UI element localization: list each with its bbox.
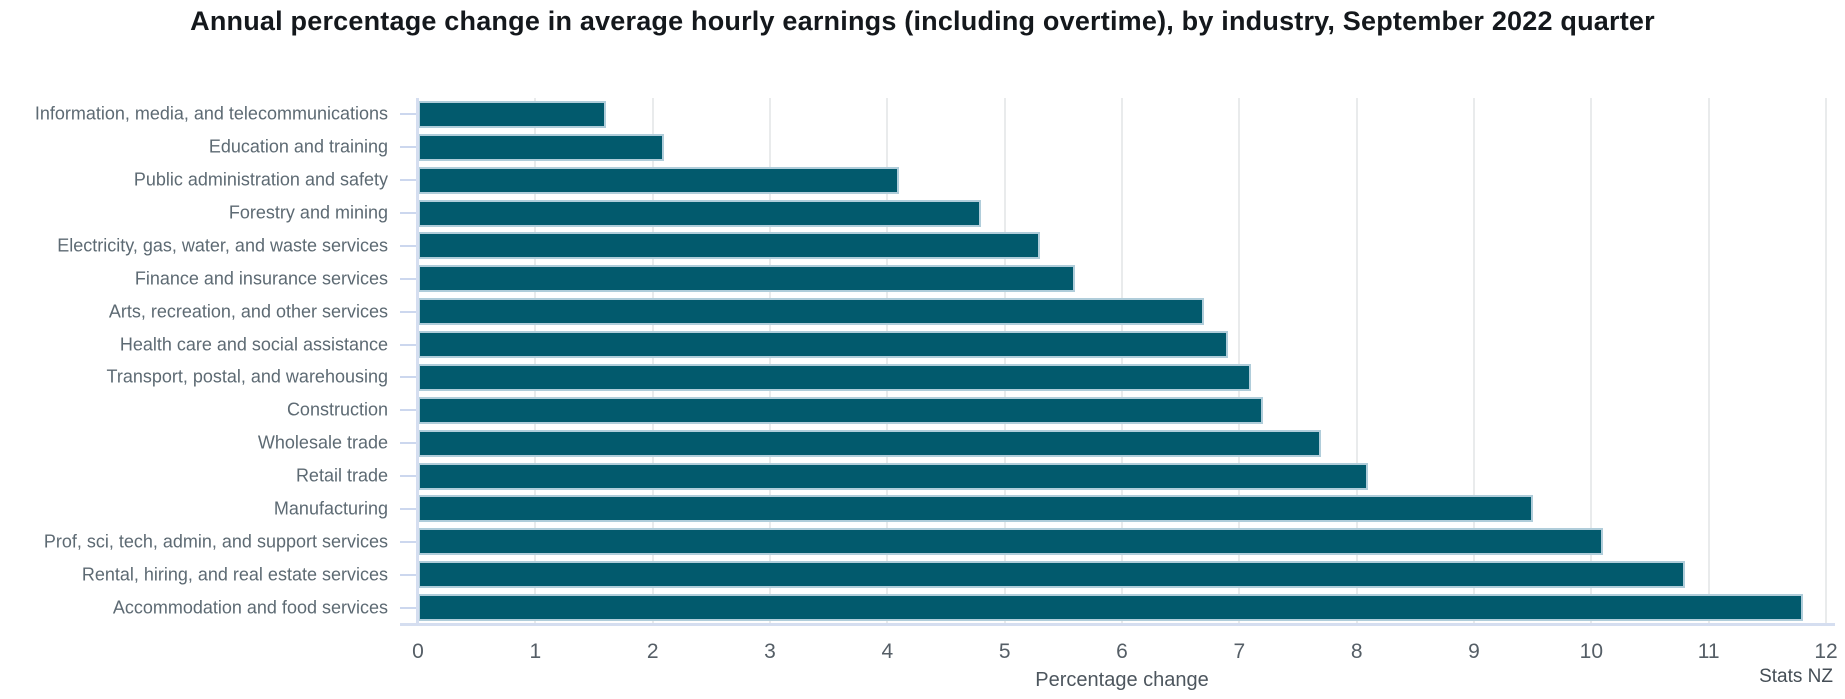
x-tick-label: 7 xyxy=(1233,640,1246,663)
category-label: Prof, sci, tech, admin, and support serv… xyxy=(43,531,388,552)
bar xyxy=(418,265,1076,293)
category-label: Rental, hiring, and real estate services xyxy=(81,564,388,585)
bar xyxy=(418,594,1803,622)
bar xyxy=(418,462,1369,490)
x-tick-label: 4 xyxy=(881,640,894,663)
bar xyxy=(418,429,1322,457)
gridline xyxy=(769,98,771,624)
category-axis: Information, media, and telecommunicatio… xyxy=(0,98,388,624)
x-axis-title: Percentage change xyxy=(1035,669,1209,691)
bar xyxy=(418,528,1604,556)
gridline xyxy=(651,98,654,624)
gridline xyxy=(886,98,889,624)
bar xyxy=(418,166,900,194)
x-tick-label: 10 xyxy=(1579,640,1604,663)
category-label: Information, media, and telecommunicatio… xyxy=(34,103,388,124)
category-label: Arts, recreation, and other services xyxy=(108,301,388,322)
bar xyxy=(418,495,1533,523)
category-tick xyxy=(400,540,417,543)
category-tick xyxy=(400,244,417,247)
category-tick xyxy=(400,475,417,478)
gridline xyxy=(1121,98,1123,624)
category-label: Forestry and mining xyxy=(228,202,388,223)
category-label: Construction xyxy=(286,399,388,420)
gridline xyxy=(1473,98,1475,624)
category-tick xyxy=(400,179,417,182)
gridline xyxy=(1590,98,1593,624)
gridline xyxy=(534,98,537,624)
category-tick xyxy=(400,409,417,412)
source-label: Stats NZ xyxy=(1759,666,1833,687)
category-label: Retail trade xyxy=(295,465,388,486)
bar xyxy=(418,232,1040,260)
category-tick xyxy=(400,277,417,280)
chart-title: Annual percentage change in average hour… xyxy=(190,6,1655,36)
category-label: Wholesale trade xyxy=(257,432,388,453)
y-axis-line xyxy=(416,98,419,624)
bar xyxy=(418,363,1252,391)
bar xyxy=(418,133,665,161)
x-tick-label: 1 xyxy=(529,640,542,663)
bar xyxy=(418,199,982,227)
category-tick xyxy=(400,310,417,313)
bar xyxy=(418,331,1228,359)
x-tick-label: 11 xyxy=(1697,640,1720,663)
gridline xyxy=(1238,98,1241,624)
category-tick xyxy=(400,113,417,116)
gridline xyxy=(1003,98,1006,624)
category-tick xyxy=(400,212,417,215)
gridline xyxy=(1355,98,1358,624)
bar xyxy=(418,298,1205,326)
category-label: Electricity, gas, water, and waste servi… xyxy=(57,235,388,256)
gridline xyxy=(1707,98,1710,624)
x-tick-labels: 0 1 2 3 4 5 6 7 8 9 10 11 12 xyxy=(412,640,1838,664)
category-tick xyxy=(400,442,417,445)
category-tick xyxy=(400,146,417,149)
category-label: Finance and insurance services xyxy=(134,268,388,289)
category-label: Transport, postal, and warehousing xyxy=(106,366,389,387)
category-label: Health care and social assistance xyxy=(119,334,388,355)
category-label: Public administration and safety xyxy=(133,169,388,190)
x-axis-line xyxy=(400,623,1835,626)
bar xyxy=(418,396,1263,424)
category-tick xyxy=(400,343,417,346)
x-tick-label: 12 xyxy=(1814,640,1838,663)
category-tick xyxy=(400,606,417,609)
x-tick-label: 9 xyxy=(1468,640,1480,663)
plot-area xyxy=(400,98,1827,624)
x-tick-label: 3 xyxy=(764,640,776,663)
bar xyxy=(418,100,606,128)
x-tick-label: 0 xyxy=(412,640,424,663)
category-tick xyxy=(400,376,417,379)
x-tick-label: 6 xyxy=(1116,640,1128,663)
bar xyxy=(418,561,1686,589)
gridline xyxy=(1825,98,1827,624)
category-tick xyxy=(400,507,417,510)
x-tick-label: 5 xyxy=(998,640,1011,663)
category-label: Education and training xyxy=(208,136,388,157)
x-tick-label: 2 xyxy=(646,640,659,663)
category-tick xyxy=(400,573,417,576)
x-tick-label: 8 xyxy=(1350,640,1363,663)
category-label: Accommodation and food services xyxy=(112,597,388,618)
category-label: Manufacturing xyxy=(273,498,388,519)
